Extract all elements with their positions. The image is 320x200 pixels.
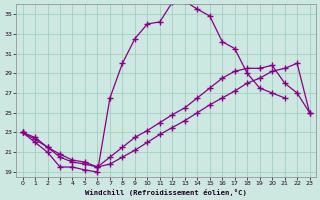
X-axis label: Windchill (Refroidissement éolien,°C): Windchill (Refroidissement éolien,°C) [85,189,247,196]
